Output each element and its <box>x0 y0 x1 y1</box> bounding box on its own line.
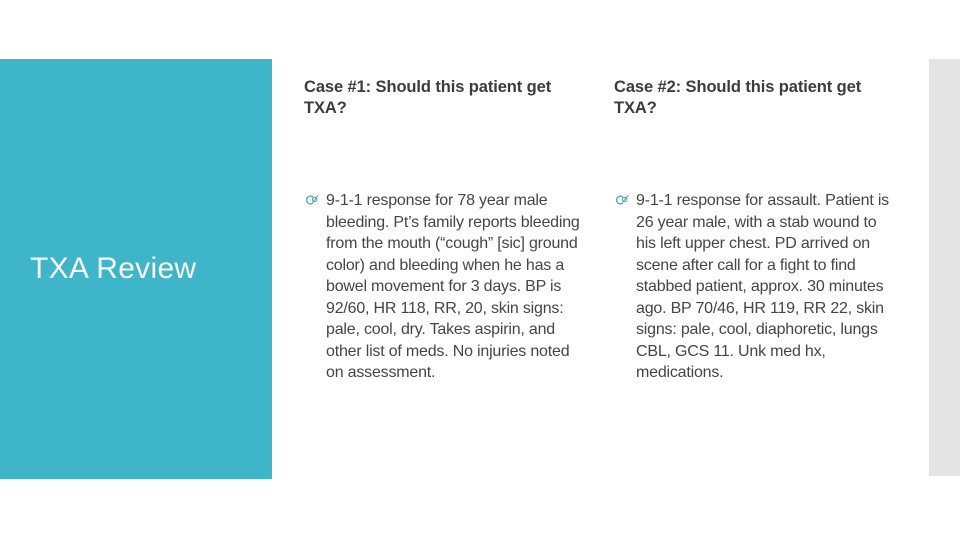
swirl-bullet-icon <box>304 194 326 206</box>
case-1-bullet-item: 9-1-1 response for 78 year male bleeding… <box>304 190 586 384</box>
title-panel: TXA Review <box>0 59 272 479</box>
swirl-bullet-icon <box>614 194 636 206</box>
case-2-body-text: 9-1-1 response for assault. Patient is 2… <box>636 192 889 381</box>
slide-title: TXA Review <box>30 252 197 285</box>
right-accent-strip <box>929 59 960 476</box>
case-2-heading: Case #2: Should this patient get TXA? <box>614 78 862 117</box>
case-1-heading: Case #1: Should this patient get TXA? <box>304 78 552 117</box>
case-2-bullet-item: 9-1-1 response for assault. Patient is 2… <box>614 190 896 384</box>
case-1-column: Case #1: Should this patient get TXA? 9-… <box>304 77 586 384</box>
case-1-body-text: 9-1-1 response for 78 year male bleeding… <box>326 192 580 381</box>
case-2-column: Case #2: Should this patient get TXA? 9-… <box>614 77 896 384</box>
